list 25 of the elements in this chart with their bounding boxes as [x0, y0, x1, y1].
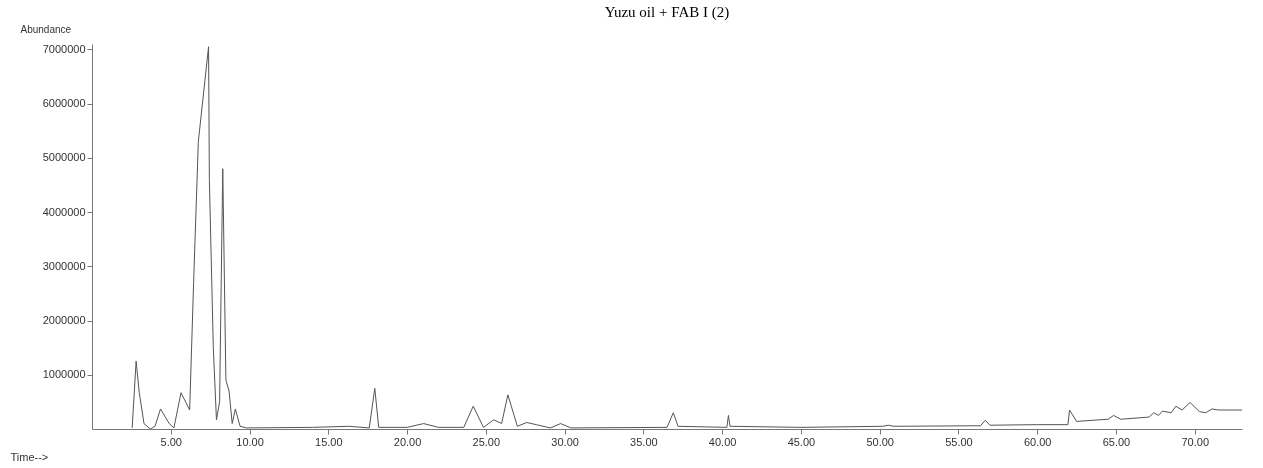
x-tick-label: 50.00 [866, 435, 894, 448]
y-tick-label: 3000000 [42, 259, 86, 272]
x-tick-label: 40.00 [708, 435, 737, 448]
x-tick-label: 20.00 [393, 435, 422, 448]
x-tick-label: 35.00 [630, 435, 658, 448]
line-series [131, 46, 1242, 429]
x-tick-label: 70.00 [1181, 435, 1210, 448]
x-tick-label: 60.00 [1023, 435, 1052, 448]
y-tick-label: 1000000 [42, 368, 86, 381]
x-tick-label: 25.00 [472, 435, 501, 448]
y-tick-label: 7000000 [42, 42, 86, 55]
y-tick-label: 6000000 [42, 97, 86, 110]
y-tick-label: 5000000 [42, 151, 86, 164]
x-tick-label: 15.00 [315, 435, 343, 448]
x-tick-label: 65.00 [1102, 435, 1131, 448]
chart-title: Yuzu oil + FAB I (2) [604, 4, 730, 21]
x-tick-label: 30.00 [551, 435, 579, 448]
x-tick-label: 45.00 [787, 435, 816, 448]
y-axis-title: Abundance [20, 23, 72, 35]
x-axis-title: Time--> [10, 450, 49, 463]
y-tick-label: 4000000 [42, 205, 86, 218]
x-tick-label: 55.00 [945, 435, 973, 448]
x-tick-label: 10.00 [236, 435, 264, 448]
y-tick-label: 2000000 [42, 314, 86, 327]
x-tick-label: 5.00 [160, 435, 182, 448]
